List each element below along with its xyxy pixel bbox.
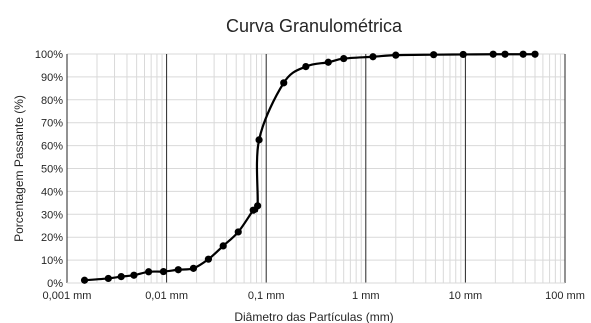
data-point [145,268,153,276]
x-tick-label: 0,01 mm [145,290,188,302]
x-axis-label: Diâmetro das Partículas (mm) [234,310,393,323]
data-point [430,51,438,59]
x-tick-label: 0,1 mm [248,290,285,302]
y-tick-label: 50% [41,164,63,176]
data-points [80,50,539,284]
data-point [280,79,288,87]
data-point [531,50,539,58]
y-tick-label: 20% [41,232,63,244]
x-tick-label: 0,001 mm [43,290,92,302]
y-tick-label: 80% [41,95,63,107]
y-tick-label: 70% [41,118,63,130]
grid [66,53,566,284]
y-tick-label: 10% [41,255,63,267]
data-point [255,136,263,144]
data-point [219,242,227,250]
data-point [234,228,242,236]
data-point [302,62,310,71]
y-tick-label: 0% [47,278,63,290]
y-axis-label: Porcentagem Passante (%) [12,95,26,242]
data-point [189,264,198,272]
data-point [459,50,467,59]
data-point [340,54,348,63]
x-tick-label: 1 mm [352,290,380,302]
data-point [392,51,400,59]
y-tick-label: 30% [41,209,63,221]
data-point [159,267,168,276]
data-point [519,50,527,58]
y-tick-label: 100% [35,49,63,61]
data-point [174,266,182,274]
data-point [130,271,138,279]
chart-title: Curva Granulométrica [226,16,403,36]
x-tick-labels: 0,001 mm 0,01 mm 0,1 mm 1 mm 10 mm 100 mm [43,290,585,302]
data-point [117,272,125,281]
data-point [501,50,509,58]
series-line [84,53,536,282]
data-point [249,206,257,214]
y-tick-label: 40% [41,186,63,198]
y-tick-labels: 0% 10% 20% 30% 40% 50% 60% 70% 80% 90% 100% [35,49,63,290]
x-tick-label: 100 mm [545,290,585,302]
x-tick-label: 10 mm [449,290,483,302]
data-point [204,255,213,263]
y-tick-label: 60% [41,141,63,153]
y-tick-label: 90% [41,72,63,84]
data-point [324,58,332,66]
data-point [369,53,377,61]
data-point [489,50,497,58]
data-point [80,276,89,284]
data-point [254,202,262,210]
data-point [104,274,112,283]
